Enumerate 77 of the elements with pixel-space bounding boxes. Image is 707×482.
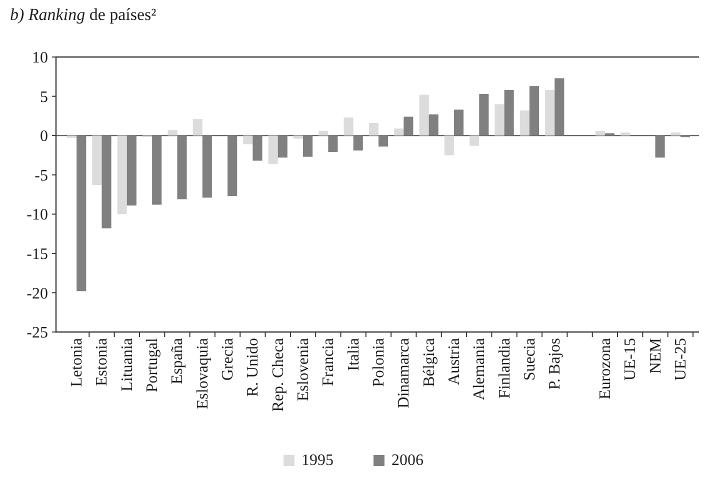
x-tick-label: Eslovenia [295, 338, 312, 402]
bar [419, 94, 429, 136]
bar [655, 136, 665, 158]
y-tick-label: -15 [26, 246, 48, 264]
bar [444, 136, 454, 156]
y-tick-label: -20 [26, 285, 48, 302]
bar [670, 132, 680, 136]
bar [504, 90, 514, 136]
bar [520, 110, 530, 136]
x-tick-label: Portugal [144, 337, 162, 392]
bar [293, 136, 304, 139]
y-tick-label: -25 [26, 324, 48, 342]
bar [344, 118, 354, 136]
bar [102, 136, 112, 228]
x-tick-label: Alemania [471, 338, 488, 400]
bar [529, 86, 540, 136]
bar [252, 136, 262, 161]
x-tick-label: Italia [345, 338, 362, 371]
x-tick-label: Suecia [521, 338, 538, 381]
bar [394, 128, 404, 136]
x-tick-label: Lituania [118, 338, 136, 392]
y-tick-label: -5 [34, 167, 48, 184]
bar [328, 136, 338, 152]
bar [76, 136, 86, 292]
chart-title: b) Ranking de países² [10, 5, 156, 24]
x-tick-label: UE-25 [672, 338, 690, 381]
bar [117, 136, 127, 214]
bar [177, 136, 187, 200]
y-tick-label: 5 [40, 88, 48, 106]
legend-label: 1995 [302, 452, 334, 469]
bar [454, 110, 464, 136]
bar [545, 90, 555, 136]
y-tick-label: 10 [32, 50, 48, 67]
x-tick-label: UE-15 [622, 338, 640, 381]
bar [192, 119, 202, 136]
bar [243, 136, 253, 144]
x-tick-label: Finlandia [496, 338, 514, 398]
bar [428, 114, 438, 136]
bar [620, 132, 630, 136]
bar [595, 130, 605, 136]
x-tick-label: Eslovaquia [194, 338, 212, 410]
bar [479, 94, 489, 136]
bar [353, 136, 363, 150]
x-tick-label: Letonia [68, 338, 86, 387]
x-tick-label: Estonia [94, 338, 111, 386]
bar [152, 136, 162, 205]
bar [303, 136, 313, 157]
x-tick-label: Dinamarca [396, 338, 413, 408]
y-tick-label: 0 [40, 128, 48, 146]
legend-label: 2006 [392, 452, 424, 469]
x-tick-label: Polonia [370, 338, 388, 387]
bar [494, 104, 504, 136]
x-tick-label: Rep. Checa [270, 338, 287, 412]
y-tick-label: -10 [26, 206, 48, 224]
x-tick-label: NEM [647, 338, 664, 374]
x-tick-label: Austria [446, 338, 463, 386]
bar [554, 78, 564, 136]
bar [470, 136, 480, 146]
bar [168, 130, 178, 136]
bar [368, 123, 378, 136]
x-tick-label: Bélgica [420, 338, 438, 387]
bar [228, 136, 238, 196]
bar [126, 136, 136, 206]
x-tick-label: España [169, 338, 186, 384]
bar [604, 133, 614, 136]
bar [268, 136, 278, 164]
x-tick-label: R. Unido [244, 338, 262, 397]
bar [278, 136, 288, 158]
x-tick-label: Eurozona [596, 338, 614, 400]
x-tick-label: Francia [320, 338, 338, 386]
bar [404, 116, 414, 136]
x-tick-label: Grecia [220, 338, 237, 381]
bar [378, 136, 388, 147]
x-tick-label: P. Bajos [546, 338, 564, 390]
bar [92, 136, 102, 186]
bar [202, 136, 212, 198]
bar [318, 130, 328, 136]
